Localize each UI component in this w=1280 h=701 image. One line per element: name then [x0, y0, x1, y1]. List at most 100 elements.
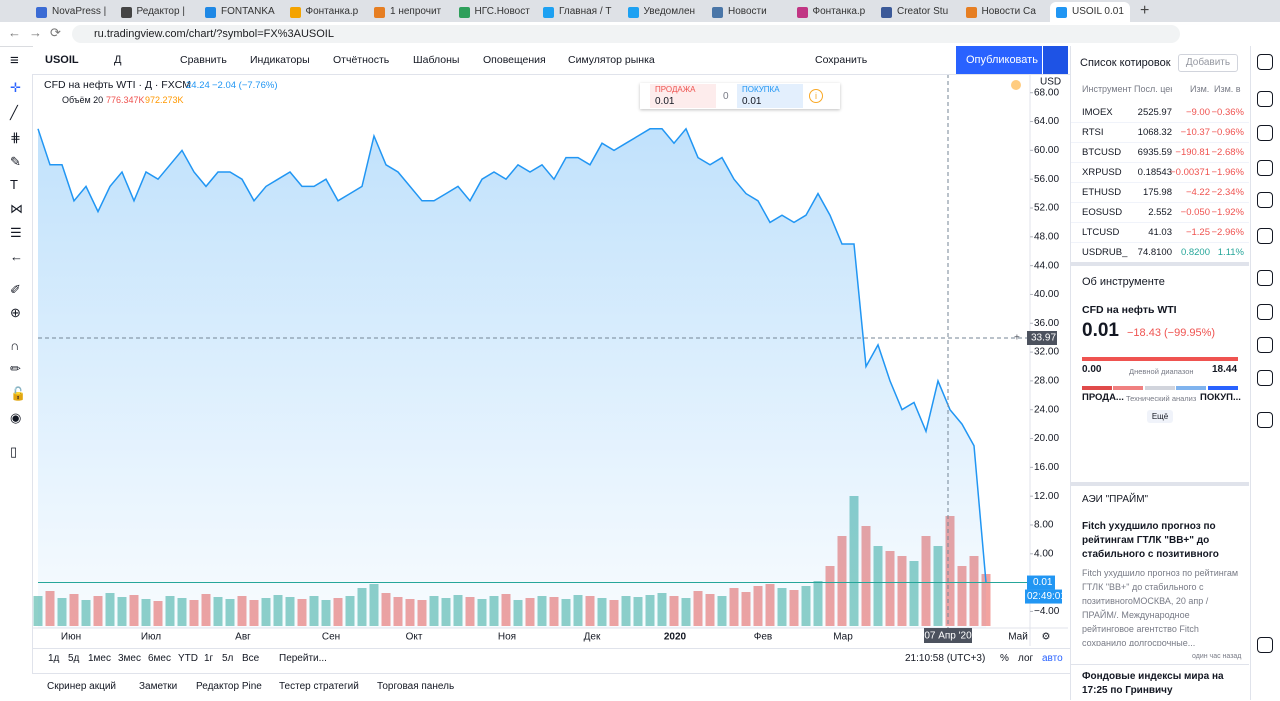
sell-box[interactable]	[650, 84, 716, 108]
tool-icon[interactable]: ⋈	[10, 201, 23, 216]
side-icon[interactable]	[1257, 160, 1273, 176]
tool-icon[interactable]: ✛	[10, 80, 21, 95]
tool-icon[interactable]: ✐	[10, 282, 21, 297]
tool-icon[interactable]: ✏	[10, 361, 21, 376]
tab[interactable]: Новости	[706, 2, 788, 22]
watchlist-row[interactable]	[1071, 222, 1249, 243]
side-icon[interactable]	[1257, 270, 1273, 286]
toolbar-item[interactable]: Сравнить	[180, 54, 227, 66]
tab[interactable]: НГС.Новост	[453, 2, 535, 22]
address-field[interactable]	[72, 25, 1180, 43]
toolbar-item[interactable]: Оповещения	[483, 54, 546, 66]
tab-title: Creator Stu	[897, 6, 949, 17]
y-tick-label: 8.00	[1034, 520, 1054, 531]
tool-icon[interactable]: ◉	[10, 410, 22, 425]
tool-icon[interactable]: T	[10, 177, 18, 192]
range-button[interactable]: 1г	[204, 653, 214, 664]
tab[interactable]: USOIL 0.01	[1050, 2, 1130, 22]
tab[interactable]: Редактор |	[115, 2, 197, 22]
watchlist-title[interactable]: Список котировок	[1080, 57, 1171, 69]
bottom-tab[interactable]: Редактор Pine	[196, 681, 262, 692]
tab[interactable]: Новости Са	[960, 2, 1042, 22]
news-next[interactable]: Фондовые индексы мира на 17:25 по Гринви…	[1082, 671, 1224, 696]
trade-info[interactable]: i	[809, 89, 823, 103]
toolbar-item[interactable]: Отчётность	[333, 54, 390, 66]
range-button[interactable]: 6мес	[148, 653, 171, 664]
news-headline[interactable]: Fitch ухудшило прогноз по рейтингам ГТЛК…	[1082, 521, 1219, 560]
scale-option[interactable]: лог	[1018, 653, 1034, 664]
news-source: АЭИ "ПРАЙМ"	[1082, 494, 1149, 505]
range-button[interactable]: 3мес	[118, 653, 141, 664]
new-tab-plus[interactable]: +	[1140, 2, 1150, 19]
side-icon[interactable]	[1257, 304, 1273, 320]
side-icon[interactable]	[1257, 125, 1273, 141]
bottom-panel	[33, 673, 1070, 701]
watch-symbol: USDRUB_	[1082, 247, 1128, 258]
countdown-box	[1025, 589, 1062, 604]
range-button[interactable]: 1мес	[88, 653, 111, 664]
toolbar-item[interactable]: Шаблоны	[413, 54, 460, 66]
watchlist-row[interactable]	[1071, 182, 1249, 203]
tool-icon[interactable]: ☰	[10, 225, 22, 240]
range-button[interactable]: 5л	[222, 653, 234, 664]
tool-icon[interactable]: ✎	[10, 154, 21, 169]
bottom-tab[interactable]: Заметки	[139, 681, 178, 692]
watchlist-row[interactable]	[1071, 122, 1249, 143]
watchlist-row[interactable]	[1071, 142, 1249, 163]
scale-option[interactable]: %	[1000, 653, 1009, 664]
add-button[interactable]: Добавить	[1178, 54, 1238, 72]
tool-icon[interactable]: ⋕	[10, 130, 21, 145]
play-button[interactable]	[1043, 46, 1068, 74]
more-button[interactable]: Ещё	[1147, 410, 1173, 423]
tab-title: Фонтанка.р	[305, 6, 359, 17]
watchlist-row[interactable]	[1071, 162, 1249, 183]
side-icon[interactable]	[1257, 228, 1273, 244]
scale-option[interactable]: авто	[1042, 653, 1063, 664]
menu-icon[interactable]: ≡	[10, 52, 19, 69]
symbol[interactable]: USOIL	[45, 54, 79, 66]
tab[interactable]: Уведомлен	[622, 2, 704, 22]
tab[interactable]: FONTANKA	[199, 2, 281, 22]
x-tick-label: Май	[1008, 632, 1028, 643]
range-button[interactable]: 1д	[48, 653, 60, 664]
side-icon[interactable]	[1257, 637, 1273, 653]
publish-button[interactable]	[956, 46, 1042, 74]
side-icon[interactable]	[1257, 91, 1273, 107]
goto[interactable]: Перейти...	[279, 653, 327, 664]
buy-box[interactable]	[737, 84, 803, 108]
tab[interactable]: Фонтанка.р	[284, 2, 366, 22]
interval[interactable]: Д	[114, 54, 122, 66]
tab[interactable]: 1 непрочит	[368, 2, 450, 22]
side-icon[interactable]	[1257, 370, 1273, 386]
save[interactable]: Сохранить	[815, 54, 868, 66]
tab[interactable]: Главная / Т	[537, 2, 619, 22]
tool-icon[interactable]: ▯	[10, 444, 18, 459]
tool-icon[interactable]: ∩	[10, 338, 20, 353]
toolbar-item[interactable]: Симулятор рынка	[568, 54, 655, 66]
bottom-tab[interactable]: Тестер стратегий	[279, 681, 359, 692]
tab[interactable]: NovaPress |	[30, 2, 112, 22]
watch-last: 6935.59	[1137, 147, 1172, 158]
watchlist-row[interactable]	[1071, 102, 1249, 123]
tool-icon[interactable]: ←	[10, 249, 23, 264]
range-button[interactable]: 5д	[68, 653, 80, 664]
side-icon[interactable]	[1257, 54, 1273, 70]
watchlist-row[interactable]	[1071, 202, 1249, 223]
tool-icon[interactable]: ⊕	[10, 305, 21, 320]
range-button[interactable]: YTD	[178, 653, 198, 664]
side-icon[interactable]	[1257, 337, 1273, 353]
toolbar-item[interactable]: Индикаторы	[250, 54, 310, 66]
clock: 21:10:58 (UTC+3)	[905, 653, 986, 664]
nav-arrows[interactable]: ←→⟳	[8, 25, 69, 40]
range-button[interactable]: Все	[242, 653, 260, 664]
crosshair-price-box	[1027, 331, 1057, 345]
tool-icon[interactable]: 🔓	[10, 386, 27, 401]
bottom-tab[interactable]: Торговая панель	[377, 681, 455, 692]
tool-icon[interactable]: ╱	[10, 105, 18, 120]
tab[interactable]: Creator Stu	[875, 2, 957, 22]
side-icon[interactable]	[1257, 192, 1273, 208]
tab[interactable]: Фонтанка.р	[791, 2, 873, 22]
tech-buy: ПОКУП...	[1200, 392, 1241, 403]
side-icon[interactable]	[1257, 412, 1273, 428]
bottom-tab[interactable]: Скринер акций	[47, 681, 117, 692]
